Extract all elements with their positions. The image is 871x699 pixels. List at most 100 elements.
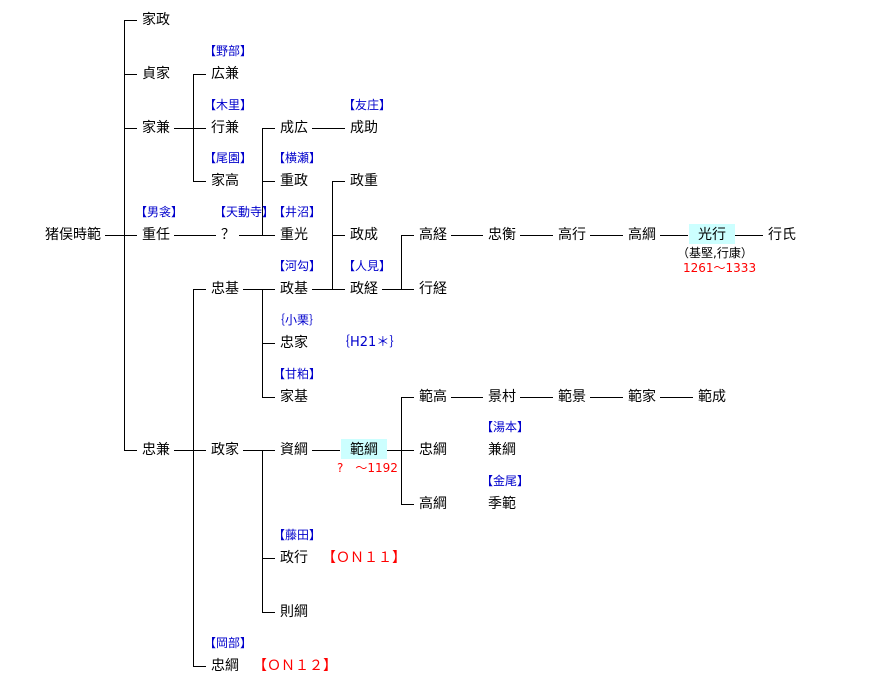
person-name: 広兼 bbox=[211, 66, 239, 82]
family-branch-label: 【尾園】 bbox=[204, 151, 253, 165]
tree-line-vertical bbox=[401, 235, 402, 290]
tree-line-horizontal bbox=[262, 450, 275, 451]
tree-line-horizontal bbox=[124, 20, 137, 21]
person-name: 政成 bbox=[350, 227, 378, 243]
person-name: 家高 bbox=[211, 173, 239, 189]
person-name: 政重 bbox=[350, 173, 378, 189]
family-branch-label: 【男衾】 bbox=[135, 205, 184, 219]
tree-line-horizontal bbox=[243, 289, 262, 290]
tree-line-horizontal bbox=[193, 289, 206, 290]
tree-line-horizontal bbox=[735, 235, 763, 236]
person-name: 家兼 bbox=[142, 120, 170, 136]
person-name: 行氏 bbox=[768, 227, 796, 243]
person-name: 範家 bbox=[628, 389, 656, 405]
tree-line-horizontal bbox=[105, 235, 124, 236]
person-name: ？ bbox=[221, 227, 235, 243]
person-name: 政基 bbox=[280, 281, 308, 297]
person-name: 忠綱 bbox=[419, 442, 447, 458]
alias-label: （基堅,行康） bbox=[677, 246, 753, 260]
tree-line-horizontal bbox=[174, 128, 193, 129]
family-branch-label: 【藤田】 bbox=[273, 528, 322, 542]
person-name: 行経 bbox=[419, 281, 447, 297]
tree-line-horizontal bbox=[262, 181, 275, 182]
code-label: 【ＯＮ１１】 bbox=[322, 550, 406, 566]
tree-line-vertical bbox=[193, 289, 194, 667]
tree-line-horizontal bbox=[124, 450, 137, 451]
family-branch-label: 【天動寺】 bbox=[214, 205, 275, 219]
person-name: 忠兼 bbox=[142, 442, 170, 458]
person-name: 光行 bbox=[698, 227, 726, 243]
person-name: 忠基 bbox=[211, 281, 239, 297]
family-branch-label: 【金尾】 bbox=[481, 474, 530, 488]
person-name: 資綱 bbox=[280, 442, 308, 458]
tree-line-horizontal bbox=[401, 397, 414, 398]
tree-line-horizontal bbox=[124, 74, 137, 75]
person-name: 則綱 bbox=[280, 604, 308, 620]
person-name: 家政 bbox=[142, 12, 170, 28]
tree-line-horizontal bbox=[312, 128, 345, 129]
tree-line-horizontal bbox=[193, 128, 206, 129]
lifespan-label: 1261～1333 bbox=[683, 261, 757, 275]
person-name: 重任 bbox=[142, 227, 170, 243]
person-name: 成広 bbox=[280, 120, 308, 136]
person-name: 忠衡 bbox=[488, 227, 516, 243]
tree-line-horizontal bbox=[124, 235, 137, 236]
tree-line-horizontal bbox=[193, 666, 206, 667]
tree-line-horizontal bbox=[312, 289, 332, 290]
tree-line-vertical bbox=[262, 450, 263, 613]
family-branch-label: ｛小栗｝ bbox=[273, 313, 322, 327]
person-name: 兼綱 bbox=[488, 442, 516, 458]
person-name: 重政 bbox=[280, 173, 308, 189]
tree-line-horizontal bbox=[262, 343, 275, 344]
family-branch-label: 【横瀬】 bbox=[273, 151, 322, 165]
person-name: 行兼 bbox=[211, 120, 239, 136]
person-name: 高綱 bbox=[419, 496, 447, 512]
person-name: 成助 bbox=[350, 120, 378, 136]
family-branch-label: 【河勾】 bbox=[273, 259, 322, 273]
family-branch-label: 【岡部】 bbox=[204, 636, 253, 650]
tree-line-horizontal bbox=[660, 397, 693, 398]
person-name: 景村 bbox=[488, 389, 516, 405]
family-branch-label: 【友庄】 bbox=[343, 98, 392, 112]
person-name: 政家 bbox=[211, 442, 239, 458]
person-name: 高綱 bbox=[628, 227, 656, 243]
tree-line-horizontal bbox=[332, 289, 345, 290]
tree-line-horizontal bbox=[401, 450, 414, 451]
person-name: 季範 bbox=[488, 496, 516, 512]
tree-line-horizontal bbox=[262, 558, 275, 559]
person-name: 範成 bbox=[698, 389, 726, 405]
person-name: 政行 bbox=[280, 550, 308, 566]
tree-line-horizontal bbox=[174, 450, 193, 451]
tree-line-horizontal bbox=[243, 450, 262, 451]
tree-line-horizontal bbox=[520, 397, 553, 398]
highlight-box bbox=[689, 224, 735, 244]
person-name: 範高 bbox=[419, 389, 447, 405]
tree-line-horizontal bbox=[193, 450, 206, 451]
tree-line-horizontal bbox=[262, 397, 275, 398]
lifespan-label: ? ～1192 bbox=[337, 461, 398, 475]
tree-line-horizontal bbox=[239, 235, 262, 236]
code-label: ｛H21＊｝ bbox=[337, 335, 403, 350]
family-branch-label: 【井沼】 bbox=[273, 205, 322, 219]
tree-line-horizontal bbox=[401, 235, 414, 236]
tree-line-horizontal bbox=[193, 181, 206, 182]
tree-line-vertical bbox=[262, 128, 263, 236]
tree-line-horizontal bbox=[382, 289, 401, 290]
person-name: 範綱 bbox=[350, 442, 378, 458]
tree-line-horizontal bbox=[312, 450, 340, 451]
tree-line-horizontal bbox=[660, 235, 688, 236]
person-name: 高行 bbox=[558, 227, 586, 243]
highlight-box bbox=[341, 439, 387, 459]
person-name: 重光 bbox=[280, 227, 308, 243]
tree-line-horizontal bbox=[590, 235, 623, 236]
tree-line-horizontal bbox=[124, 128, 137, 129]
family-branch-label: 【甘粕】 bbox=[273, 367, 322, 381]
tree-line-horizontal bbox=[174, 235, 216, 236]
person-name: 忠家 bbox=[280, 335, 308, 351]
tree-line-horizontal bbox=[262, 289, 275, 290]
tree-line-horizontal bbox=[401, 289, 414, 290]
tree-line-vertical bbox=[401, 397, 402, 505]
family-branch-label: 【木里】 bbox=[204, 98, 253, 112]
code-label: 【ＯＮ１２】 bbox=[253, 658, 337, 674]
tree-line-horizontal bbox=[262, 128, 275, 129]
